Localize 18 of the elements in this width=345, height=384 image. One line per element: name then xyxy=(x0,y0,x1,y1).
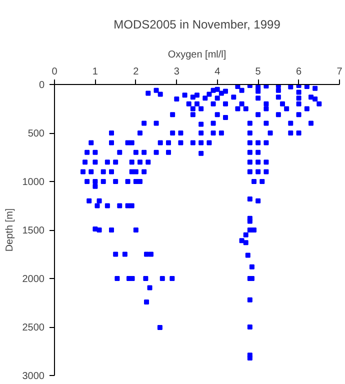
x-tick-label: 5 xyxy=(255,66,262,78)
x-tick-label: 1 xyxy=(92,66,98,78)
chart-title: MODS2005 in November, 1999 xyxy=(114,18,281,32)
y-tick-label: 2000 xyxy=(22,274,45,285)
x-tick-label: 6 xyxy=(296,66,302,78)
y-tick-label: 2500 xyxy=(22,322,45,334)
y-tick-label: 500 xyxy=(28,128,45,140)
x-tick-label: 0 xyxy=(52,66,58,78)
x-tick-label: 3 xyxy=(174,66,180,78)
y-tick-label: 1500 xyxy=(22,226,45,236)
x-axis-title: Oxygen [ml/l] xyxy=(168,50,226,60)
x-tick-label: 7 xyxy=(336,66,343,78)
x-tick-label: 4 xyxy=(214,66,221,78)
y-tick-label: 1000 xyxy=(22,177,45,188)
y-tick-label: 0 xyxy=(38,80,45,91)
x-tick-label: 2 xyxy=(133,66,140,78)
y-axis-title: Depth [m] xyxy=(4,208,16,252)
y-tick-label: 3000 xyxy=(22,371,45,382)
